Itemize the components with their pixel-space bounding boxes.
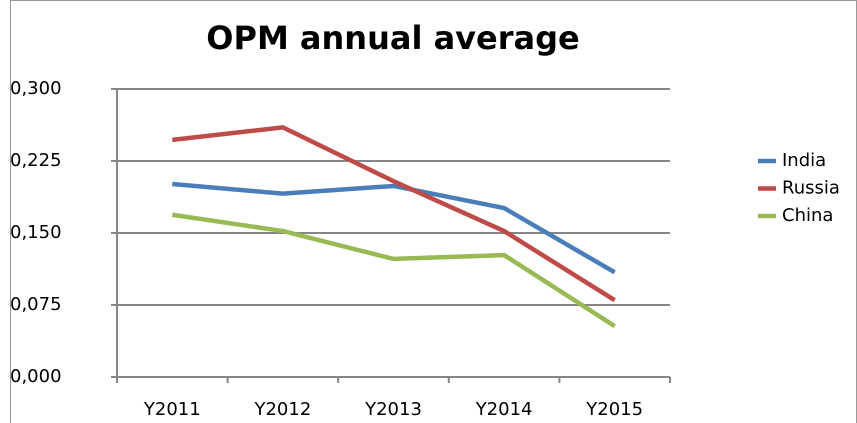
x-tick-label: Y2012: [253, 399, 311, 420]
y-tick-label: 0,075: [10, 294, 62, 315]
legend-label: Russia: [782, 178, 840, 199]
y-tick-label: 0,225: [10, 150, 62, 171]
series-line: [172, 125, 616, 303]
chart-border: [10, 0, 857, 423]
chart-title: OPM annual average: [206, 19, 579, 57]
x-tick-label: Y2014: [475, 399, 533, 420]
x-tick-label: Y2011: [143, 399, 201, 420]
y-tick-label: 0,150: [10, 222, 62, 243]
series-line: [171, 212, 616, 329]
y-tick-label: 0,000: [10, 366, 62, 387]
x-tick-label: Y2015: [585, 399, 643, 420]
legend-label: India: [782, 150, 826, 171]
legend-label: China: [782, 205, 833, 226]
x-tick-label: Y2013: [364, 399, 422, 420]
y-tick-label: 0,300: [10, 78, 62, 99]
series-line: [172, 181, 616, 275]
